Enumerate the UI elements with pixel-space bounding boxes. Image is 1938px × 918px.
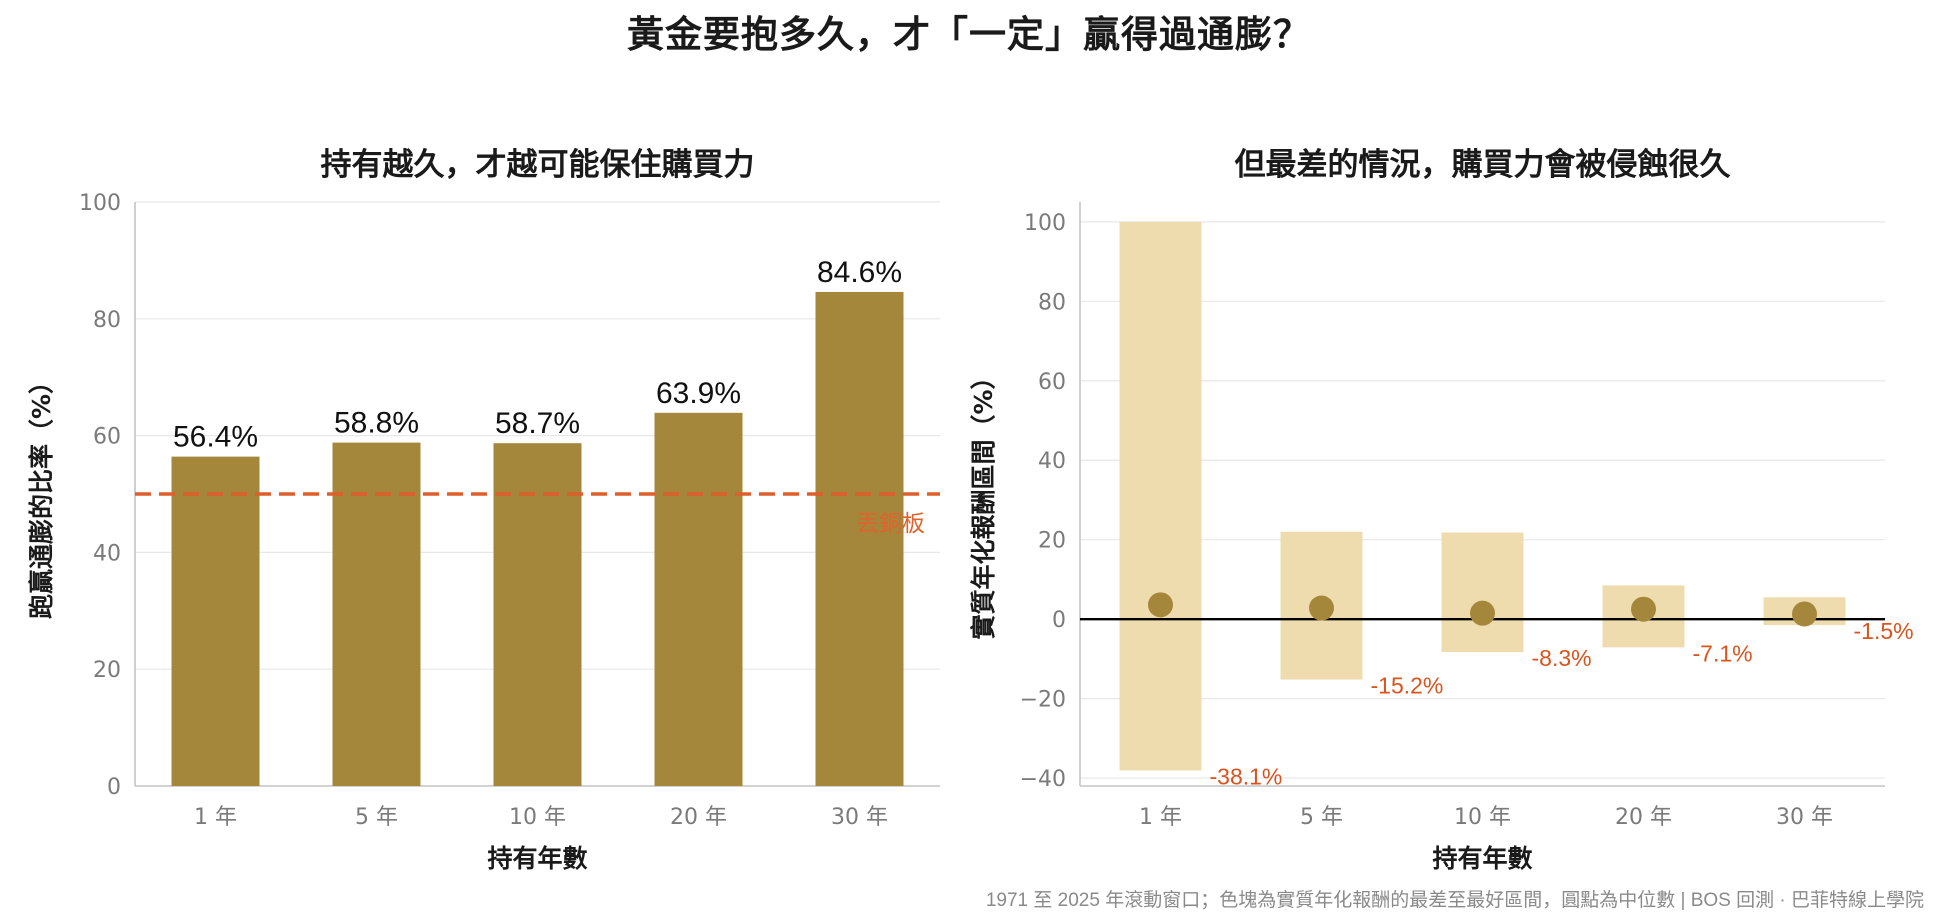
left-y-tick-label: 0 <box>107 775 121 800</box>
main-title: 黃金要抱多久，才「一定」贏得過通膨？ <box>627 13 1311 56</box>
right-x-tick-label: 5 年 <box>1300 805 1343 830</box>
right-chart-title: 但最差的情況，購買力會被侵蝕很久 <box>1235 147 1731 183</box>
left-x-tick-label: 20 年 <box>670 805 727 830</box>
right-median-dot <box>1792 601 1817 627</box>
right-y-tick-label: 100 <box>1024 211 1066 236</box>
left-bar-value-label: 58.7% <box>495 407 580 440</box>
right-x-tick-label: 10 年 <box>1454 805 1511 830</box>
right-y-tick-label: −40 <box>1020 767 1066 792</box>
right-min-value-label: -1.5% <box>1854 618 1914 644</box>
right-median-dot <box>1470 600 1495 626</box>
left-x-axis-label: 持有年數 <box>487 844 587 873</box>
right-median-dot <box>1631 596 1656 622</box>
footer-note: 1971 至 2025 年滾動窗口；色塊為實質年化報酬的最差至最好區間，圓點為中… <box>985 890 1924 911</box>
right-y-tick-label: 80 <box>1038 290 1066 315</box>
right-y-tick-label: 60 <box>1038 370 1066 395</box>
right-min-value-label: -38.1% <box>1210 764 1283 790</box>
left-bar <box>493 443 582 786</box>
right-range-box <box>1119 221 1202 771</box>
left-y-axis-label: 跑贏通膨的比率（%） <box>27 369 56 619</box>
left-y-tick-label: 60 <box>93 425 121 450</box>
right-x-tick-label: 1 年 <box>1139 805 1182 830</box>
right-y-tick-label: 40 <box>1038 449 1066 474</box>
left-bar-chart: 0 20 40 60 80 100 56.4% 1 年 58.8% 5 年 58.7% 10 年 63.… <box>27 147 940 873</box>
right-median-dot <box>1148 592 1173 618</box>
left-y-tick-label: 80 <box>93 308 121 333</box>
right-min-value-label: -7.1% <box>1693 640 1753 666</box>
left-bar-value-label: 84.6% <box>817 256 902 289</box>
left-bar <box>171 456 260 786</box>
right-range-box <box>1441 532 1524 653</box>
right-y-axis-label: 實質年化報酬區間（%） <box>969 364 998 639</box>
right-min-value-label: -15.2% <box>1371 673 1444 699</box>
left-bar <box>815 291 904 786</box>
left-bar <box>332 442 421 786</box>
left-reference-label: 丟銅板 <box>856 511 925 537</box>
left-y-tick-label: 100 <box>79 191 121 216</box>
right-y-tick-label: 20 <box>1038 529 1066 554</box>
left-x-tick-label: 1 年 <box>194 805 237 830</box>
right-min-value-label: -8.3% <box>1532 645 1592 671</box>
right-y-tick-label: −20 <box>1020 688 1066 713</box>
right-range-chart: −40 −20 0 20 40 60 80 100 -38.1% 1 年 -15.2% 5 年 -8.3… <box>969 147 1914 873</box>
left-bar-value-label: 56.4% <box>173 421 258 454</box>
left-y-tick-label: 40 <box>93 541 121 566</box>
right-x-tick-label: 30 年 <box>1776 805 1833 830</box>
left-x-tick-label: 10 年 <box>509 805 566 830</box>
left-x-tick-label: 5 年 <box>355 805 398 830</box>
left-bar-value-label: 63.9% <box>656 377 741 410</box>
left-y-tick-label: 20 <box>93 658 121 683</box>
left-x-tick-label: 30 年 <box>831 805 888 830</box>
right-x-axis-label: 持有年數 <box>1432 844 1532 873</box>
right-median-dot <box>1309 595 1334 621</box>
right-y-tick-label: 0 <box>1052 608 1066 633</box>
left-bar-value-label: 58.8% <box>334 407 419 440</box>
right-x-tick-label: 20 年 <box>1615 805 1672 830</box>
left-chart-title: 持有越久，才越可能保住購買力 <box>321 147 755 183</box>
left-bar <box>654 412 743 786</box>
